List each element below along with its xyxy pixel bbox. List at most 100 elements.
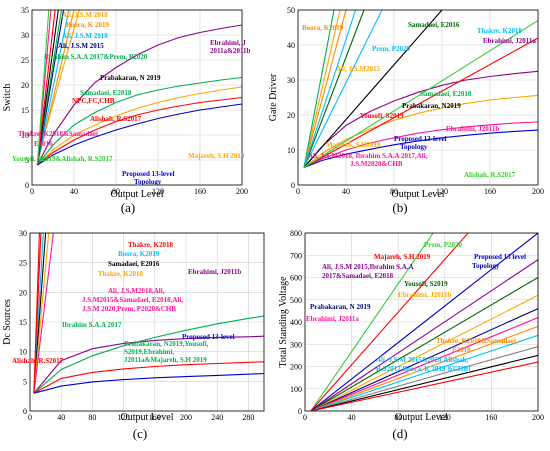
y-tick-label: 500 <box>290 296 302 305</box>
x-tick-label: 200 <box>180 413 192 422</box>
annotation-label: Prabakaran, N 2019 <box>310 303 371 311</box>
panel-letter: (a) <box>121 200 135 215</box>
annotation-label: Proposed 13 level <box>474 253 526 261</box>
chart-panel-2: 0 40 80 120 160 200 240 280 0 5 10 15 20 25 30 Output L… <box>2 229 265 441</box>
series-line <box>310 354 538 411</box>
y-tick-label: 25 <box>21 56 29 65</box>
annotation-label: Boora, K 2019 <box>66 21 109 29</box>
x-tick-label: 120 <box>152 187 164 196</box>
annotation-label: Alishah, R.S2017 <box>464 171 516 179</box>
annotation-label: Prem, P2020 <box>424 241 462 249</box>
x-tick-label: 120 <box>439 413 451 422</box>
x-tick-label: 40 <box>348 413 356 422</box>
annotation-label: J2011a&Majareh, S.H 2019 <box>124 356 207 364</box>
series-line <box>310 361 538 411</box>
annotation-label: Thakre, K2018&Samadaei, <box>436 337 518 345</box>
y-tick-label: 600 <box>290 274 302 283</box>
panel-letter: (b) <box>392 200 407 215</box>
y-tick-label: 5 <box>25 156 29 165</box>
series-line <box>303 70 538 168</box>
annotation-label: Ebrahimi, J <box>210 39 246 47</box>
series-line <box>310 233 538 411</box>
y-tick-label: 40 <box>287 41 295 50</box>
x-tick-label: 40 <box>57 413 65 422</box>
annotation-label: Prabakaran, N2019,Yousofi, <box>124 340 209 348</box>
annotation-label: Boora, K2019 <box>118 250 160 258</box>
y-tick-label: 30 <box>19 229 27 238</box>
annotation-label: Ibrahim S.A.A 2017 <box>62 321 122 329</box>
y-axis-label: Dc Sources <box>2 299 13 345</box>
x-tick-label: 200 <box>532 187 544 196</box>
series-line <box>33 335 264 394</box>
series-line <box>303 129 538 169</box>
series-line <box>310 233 434 411</box>
y-tick-label: 15 <box>21 106 29 115</box>
annotation-label: Thakre, K2018 <box>98 270 143 278</box>
annotation-label: Thakre, K2018&Samadaei, <box>18 130 100 138</box>
y-tick-label: 0 <box>298 407 302 416</box>
annotation-label: Ali, J.S.M 2015 <box>58 42 104 50</box>
x-tick-label: 0 <box>303 413 307 422</box>
annotation-label: E2016 <box>34 140 53 148</box>
annotation-label: Topology <box>134 178 162 186</box>
annotation-label: Ali, J.S.M 2015&2020,Alishah, <box>376 356 468 364</box>
y-tick-label: 10 <box>19 348 27 357</box>
annotation-label: E2018 <box>452 346 471 354</box>
y-axis-label: Gate Driver <box>268 73 279 121</box>
annotation-label: Proposed 13-level <box>394 135 447 143</box>
annotation-label: Ali, J.S.M 2018 <box>62 32 108 40</box>
annotation-label: Proposed 13-level <box>122 170 175 178</box>
panel-letter: (c) <box>133 426 147 441</box>
annotation-label: Samadaei, E2018 <box>420 90 472 98</box>
series-line <box>303 10 365 168</box>
x-axis-label: Output Level <box>391 189 444 200</box>
annotation-label: Ebrahimi, J2011a <box>306 315 359 323</box>
chart-panel-3: 0 40 80 120 160 200 0 100 200 300 400 500 600 700 800 O… <box>278 229 544 441</box>
annotation-label: J.S.M2015&Samadaei, E2018,Ali, <box>82 296 183 304</box>
annotation-label: Topology <box>400 143 428 151</box>
x-tick-label: 160 <box>484 187 496 196</box>
x-tick-label: 0 <box>296 187 300 196</box>
series-line <box>36 76 242 166</box>
x-tick-label: 0 <box>30 187 34 196</box>
x-tick-label: 200 <box>236 187 248 196</box>
y-tick-label: 25 <box>19 259 27 268</box>
annotation-label: Ali, J.S.M 2015,Ibrahim S.A.A <box>322 263 414 271</box>
annotation-label: Prem, P2020 <box>372 45 410 53</box>
series-line <box>36 10 56 166</box>
annotation-label: J.S.M2020&CHB <box>350 160 403 168</box>
series-line <box>303 37 538 168</box>
series-line <box>303 10 347 168</box>
series-line <box>33 315 264 394</box>
chart-panel-0: 0 40 80 120 160 200 0 5 10 15 20 25 30 35 Output Level… <box>2 6 251 215</box>
x-tick-label: 40 <box>342 187 350 196</box>
y-axis-label: Switch <box>2 84 13 112</box>
annotation-label: Ali, J.S.M 2018 <box>62 11 108 19</box>
annotation-label: Samadaei, E2018 <box>80 89 132 97</box>
annotation-label: Yousofi, S2019 <box>404 280 448 288</box>
annotation-label: Thakre, K2018 <box>477 27 522 35</box>
x-tick-label: 120 <box>118 413 130 422</box>
y-tick-label: 0 <box>23 407 27 416</box>
x-axis-label: Output Level <box>110 189 163 200</box>
y-tick-label: 10 <box>287 146 295 155</box>
annotation-label: Ebrahimi, J2011b <box>188 268 241 276</box>
annotation-label: Samadaei, E2016 <box>408 21 460 29</box>
y-tick-label: 300 <box>290 340 302 349</box>
annotation-label: Thakre, K2018 <box>128 241 173 249</box>
x-tick-label: 200 <box>532 413 544 422</box>
series-line <box>303 10 335 168</box>
y-tick-label: 100 <box>290 385 302 394</box>
y-tick-label: 20 <box>287 111 295 120</box>
annotation-label: Yousofi, S2019 <box>360 112 404 120</box>
annotation-label: Prabakaran, N 2019 <box>100 74 161 82</box>
y-tick-label: 20 <box>21 81 29 90</box>
annotation-label: Ali, J.S.M2018,Ali, <box>108 287 165 295</box>
series-line <box>303 10 341 168</box>
panel-letter: (d) <box>392 426 407 441</box>
plot-frame <box>304 232 539 412</box>
series-line <box>310 294 538 411</box>
annotation-label: Majareh, S.H2019 <box>326 141 381 149</box>
series-line <box>310 233 469 411</box>
y-tick-label: 700 <box>290 251 302 260</box>
